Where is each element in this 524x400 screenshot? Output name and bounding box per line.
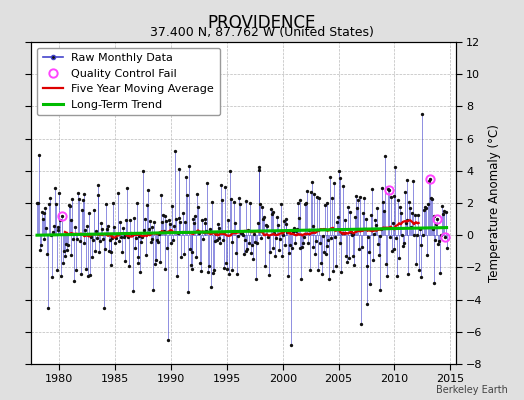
Text: PROVIDENCE: PROVIDENCE (208, 14, 316, 32)
Text: Berkeley Earth: Berkeley Earth (436, 385, 508, 395)
Legend: Raw Monthly Data, Quality Control Fail, Five Year Moving Average, Long-Term Tren: Raw Monthly Data, Quality Control Fail, … (37, 48, 220, 115)
Y-axis label: Temperature Anomaly (°C): Temperature Anomaly (°C) (488, 124, 501, 282)
Text: 37.400 N, 87.762 W (United States): 37.400 N, 87.762 W (United States) (150, 26, 374, 39)
